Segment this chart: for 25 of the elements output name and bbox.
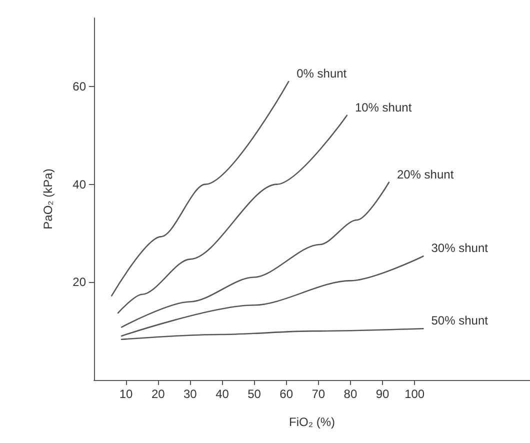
x-tick-label: 40 bbox=[216, 387, 230, 401]
x-tick-label: 30 bbox=[183, 387, 198, 401]
y-tick-label: 20 bbox=[72, 275, 86, 290]
line-series bbox=[120, 328, 424, 340]
x-tick-label: 90 bbox=[376, 387, 390, 401]
x-axis-title: FiO₂ (%) bbox=[289, 415, 335, 429]
y-tick-label: 40 bbox=[72, 177, 86, 192]
series-label: 0% shunt bbox=[296, 66, 348, 81]
series-label: 20% shunt bbox=[396, 167, 454, 182]
x-tick-label: 20 bbox=[151, 387, 166, 401]
line-series bbox=[120, 256, 424, 337]
x-tick-label: 100 bbox=[404, 387, 425, 401]
series-label: 10% shunt bbox=[354, 100, 412, 114]
y-axis-title: PaO₂ (kPa) bbox=[41, 168, 55, 230]
x-tick-label: 70 bbox=[312, 387, 326, 401]
line-series bbox=[120, 182, 390, 328]
x-tick-label: 50 bbox=[248, 387, 262, 401]
y-tick-label: 60 bbox=[72, 79, 86, 94]
x-tick-label: 80 bbox=[344, 387, 358, 401]
line-series bbox=[110, 80, 290, 297]
series-label: 50% shunt bbox=[431, 314, 489, 328]
x-tick-label: 10 bbox=[119, 387, 134, 401]
x-tick-label: 60 bbox=[280, 387, 294, 401]
series-label: 30% shunt bbox=[431, 241, 489, 256]
line-series bbox=[117, 114, 348, 314]
